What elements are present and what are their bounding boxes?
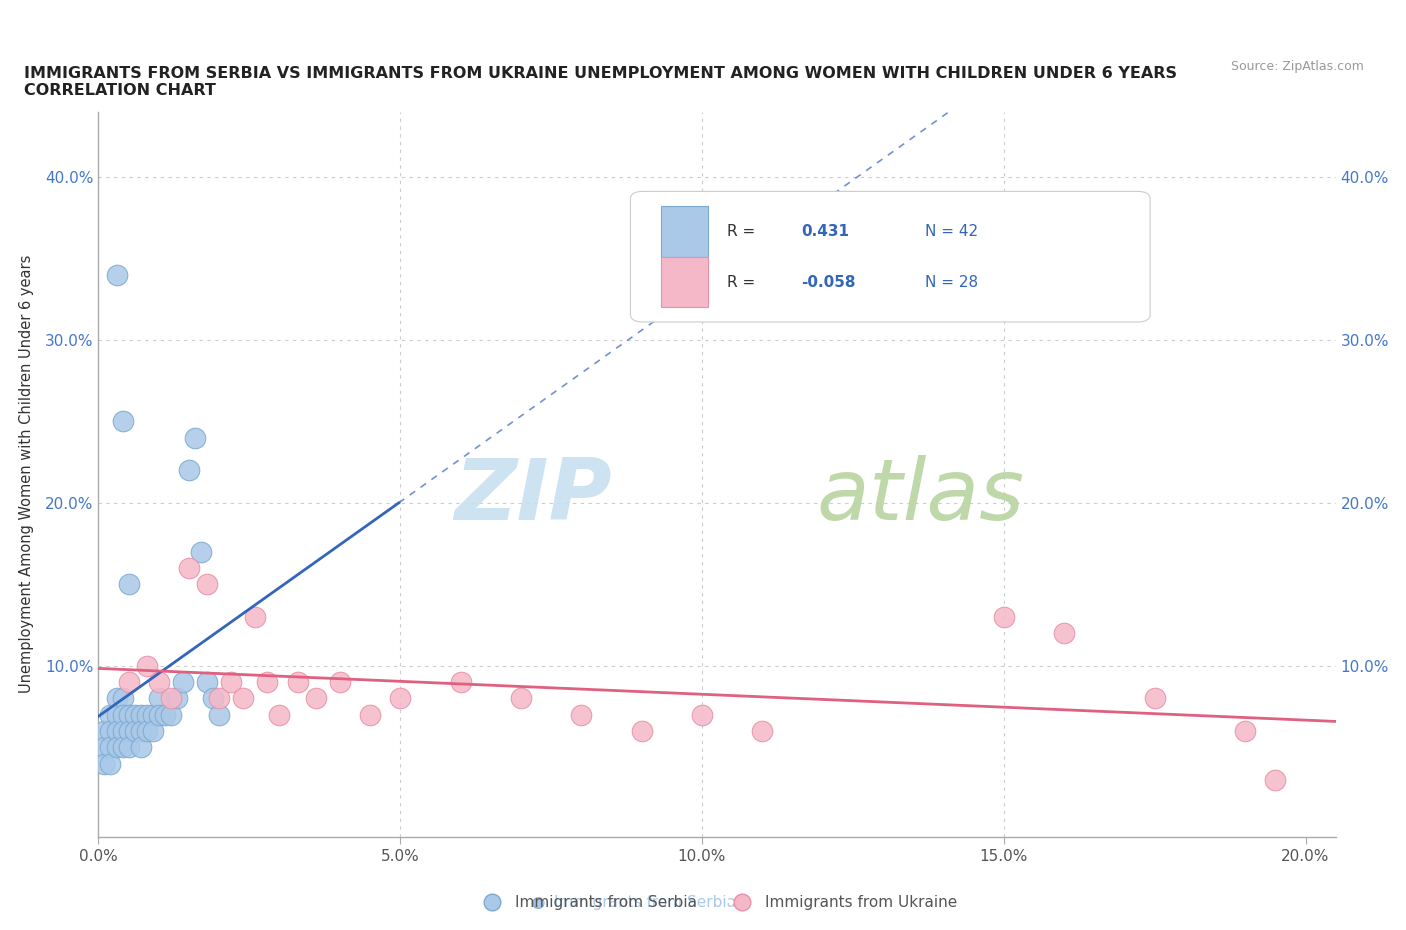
Point (184, 431, 207, 445)
Point (148, 674, 170, 689)
Point (142, 724, 165, 738)
Point (93, 724, 115, 738)
Point (93, 740, 115, 755)
Point (166, 691, 188, 706)
Point (111, 414, 134, 429)
Point (245, 609, 267, 624)
Point (305, 691, 328, 706)
Point (993, 609, 1015, 624)
Legend: Immigrants from Serbia, Immigrants from Ukraine: Immigrants from Serbia, Immigrants from … (471, 889, 963, 916)
Point (117, 577, 139, 591)
Point (135, 724, 157, 738)
Point (160, 691, 183, 706)
Point (208, 691, 231, 706)
Point (117, 674, 139, 689)
Point (1143, 691, 1166, 706)
Text: ●  Immigrants from Serbia: ● Immigrants from Serbia (531, 895, 737, 910)
Point (172, 674, 194, 689)
Text: N = 42: N = 42 (925, 224, 979, 239)
Point (177, 463, 200, 478)
Text: 0.431: 0.431 (801, 224, 849, 239)
Point (509, 691, 531, 706)
Point (1234, 724, 1257, 738)
Point (195, 577, 218, 591)
Point (124, 724, 146, 738)
Text: ○: ○ (531, 895, 544, 910)
Point (1264, 773, 1286, 788)
FancyBboxPatch shape (630, 192, 1150, 322)
Point (100, 740, 122, 755)
Text: Source: ZipAtlas.com: Source: ZipAtlas.com (1230, 60, 1364, 73)
Point (135, 708, 157, 723)
Point (329, 674, 352, 689)
Point (148, 708, 170, 723)
Point (690, 708, 713, 723)
Point (105, 724, 128, 738)
Point (117, 708, 139, 723)
Text: IMMIGRANTS FROM SERBIA VS IMMIGRANTS FROM UKRAINE UNEMPLOYMENT AMONG WOMEN WITH : IMMIGRANTS FROM SERBIA VS IMMIGRANTS FRO… (24, 65, 1177, 98)
Point (232, 691, 254, 706)
Point (105, 267, 128, 282)
Point (148, 691, 170, 706)
Point (129, 740, 152, 755)
Point (111, 740, 134, 755)
Text: R =: R = (727, 274, 755, 289)
Text: N = 28: N = 28 (925, 274, 979, 289)
Point (111, 708, 134, 723)
Point (129, 724, 152, 738)
Point (219, 674, 242, 689)
Point (105, 691, 128, 706)
Y-axis label: Unemployment Among Women with Children Under 6 years: Unemployment Among Women with Children U… (18, 255, 34, 694)
Point (153, 708, 176, 723)
Point (135, 658, 157, 673)
Point (630, 724, 652, 738)
Point (389, 691, 412, 706)
Text: ZIP: ZIP (454, 455, 612, 538)
Point (117, 724, 139, 738)
Text: R =: R = (727, 224, 755, 239)
Point (177, 561, 200, 576)
Point (129, 708, 152, 723)
Point (105, 740, 128, 755)
Point (142, 708, 165, 723)
Point (208, 708, 231, 723)
Point (105, 708, 128, 723)
Point (100, 756, 122, 771)
Point (256, 674, 278, 689)
Text: -0.058: -0.058 (801, 274, 856, 289)
Point (117, 740, 139, 755)
Point (124, 708, 146, 723)
Point (202, 691, 225, 706)
Point (190, 544, 212, 559)
Bar (661, 206, 709, 257)
Point (450, 674, 472, 689)
Point (195, 674, 218, 689)
Point (569, 708, 592, 723)
Point (160, 708, 183, 723)
Point (93, 756, 115, 771)
Point (111, 691, 134, 706)
Point (100, 724, 122, 738)
Point (751, 724, 773, 738)
Point (1053, 626, 1076, 641)
Point (269, 708, 291, 723)
Point (359, 708, 381, 723)
Point (111, 724, 134, 738)
Text: atlas: atlas (815, 455, 1024, 538)
Bar (661, 257, 709, 308)
Point (287, 674, 309, 689)
Point (100, 708, 122, 723)
